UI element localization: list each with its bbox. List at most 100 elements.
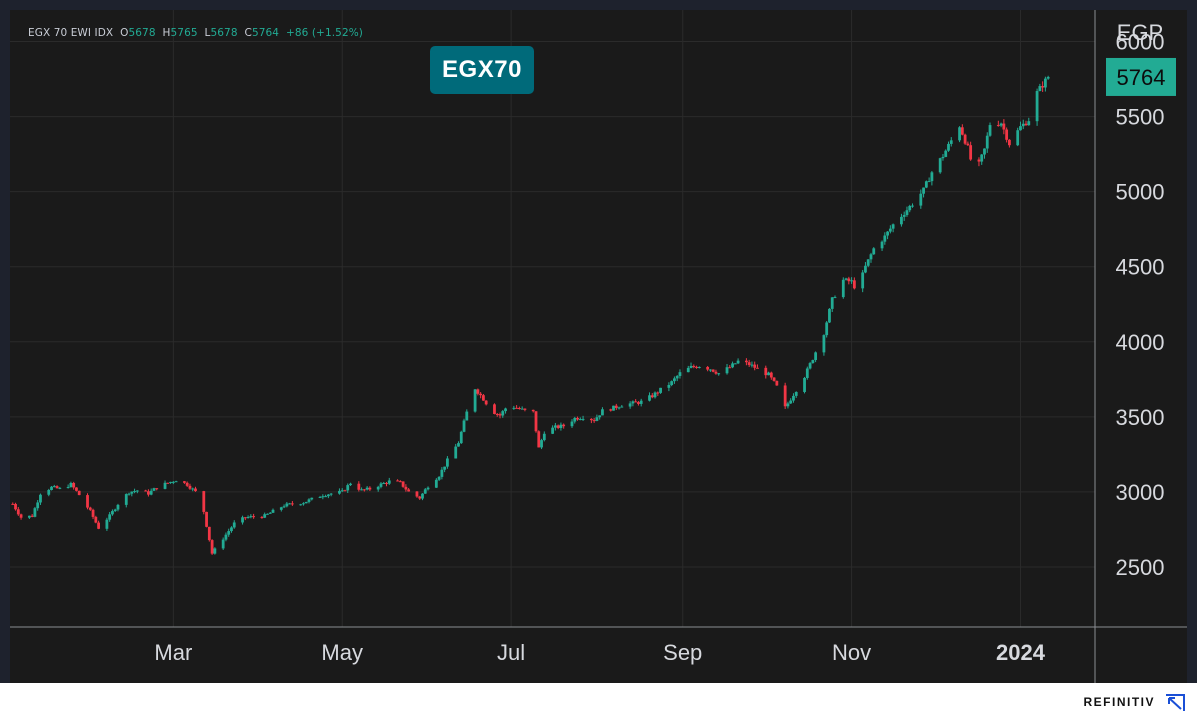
candle-up: [457, 443, 460, 447]
candle-down: [75, 487, 78, 491]
candle-up: [318, 496, 322, 498]
candle-up: [1019, 126, 1022, 131]
candle-up: [628, 403, 632, 407]
candle-up: [454, 446, 458, 459]
footer-bar: REFINITIV: [0, 683, 1197, 713]
candle-up: [733, 363, 737, 365]
candle-down: [94, 516, 98, 523]
candle-down: [756, 367, 759, 369]
candle-up: [880, 241, 884, 249]
low-label: L: [204, 27, 211, 39]
candle-up: [221, 539, 225, 549]
candle-up: [443, 466, 447, 470]
candle-up: [382, 482, 386, 484]
close-value: 5764: [251, 27, 280, 39]
candle-up: [725, 367, 729, 374]
open-value: 5678: [128, 27, 156, 39]
candle-up: [686, 367, 690, 373]
candle-down: [362, 489, 366, 491]
candle-up: [271, 509, 275, 513]
candle-up: [794, 391, 798, 396]
candle-down: [210, 540, 214, 554]
candle-up: [930, 172, 934, 182]
candle-up: [227, 531, 231, 535]
x-tick-label: 2024: [996, 640, 1046, 665]
candle-down: [969, 145, 973, 160]
high-label: H: [162, 27, 171, 39]
candle-down: [592, 420, 596, 422]
candle-up: [540, 440, 543, 448]
candle-down: [55, 486, 59, 489]
candle-up: [814, 352, 818, 361]
candle-down: [531, 409, 535, 412]
candle-up: [501, 411, 505, 416]
candle-up: [612, 405, 615, 411]
candle-down: [576, 417, 579, 420]
candle-down: [97, 522, 100, 529]
candle-up: [924, 181, 928, 188]
candle-up: [559, 424, 563, 428]
candle-down: [1002, 123, 1006, 130]
candle-down: [243, 517, 247, 519]
candle-up: [426, 487, 430, 490]
candle-down: [252, 516, 256, 518]
candle-down: [764, 367, 768, 376]
candle-up: [581, 418, 585, 420]
candle-up: [822, 335, 826, 353]
candle-up: [553, 425, 557, 428]
candle-down: [484, 400, 488, 405]
candle-up: [423, 489, 427, 494]
currency-label: EGP: [1117, 20, 1163, 45]
candle-up: [617, 407, 621, 409]
y-tick-label: 3500: [1116, 405, 1165, 430]
candle-up: [152, 488, 156, 491]
x-tick-label: May: [321, 640, 363, 665]
candle-up: [601, 409, 604, 416]
candle-down: [368, 487, 372, 490]
candle-down: [745, 360, 748, 363]
x-tick-label: Mar: [154, 640, 192, 665]
candle-up: [844, 278, 848, 280]
candle-up: [473, 389, 477, 412]
candle-up: [750, 364, 754, 366]
candle-up: [598, 415, 602, 418]
x-tick-label: Nov: [832, 640, 871, 665]
candle-up: [302, 503, 305, 505]
candle-up: [808, 363, 812, 369]
candle-up: [163, 482, 167, 489]
candle-up: [50, 486, 53, 491]
candle-up: [999, 123, 1003, 126]
candle-down: [19, 514, 23, 518]
candle-up: [872, 248, 876, 255]
candle-up: [321, 496, 325, 498]
candle-up: [446, 458, 449, 467]
candle-up: [908, 205, 912, 211]
candle-up: [620, 406, 624, 408]
candle-up: [697, 366, 701, 368]
low-value: 5678: [210, 27, 238, 39]
candlestick-chart[interactable]: 2500 3000 3500 4000 4500 5000 5500 6000 Mar May Ju…: [10, 10, 1187, 683]
candle-up: [805, 368, 809, 378]
ohlc-legend: EGX 70 EWI IDX O5678 H5765 L5678 C5764 +…: [28, 27, 363, 39]
candle-up: [130, 491, 134, 494]
candle-up: [667, 385, 671, 388]
candle-down: [185, 482, 189, 486]
candle-up: [883, 235, 887, 242]
candle-down: [385, 482, 388, 484]
candle-down: [1008, 139, 1011, 146]
candle-down: [14, 503, 17, 510]
candle-up: [792, 395, 795, 401]
candle-up: [905, 210, 909, 215]
candle-up: [891, 224, 895, 229]
candle-down: [77, 490, 81, 496]
candle-down: [728, 367, 732, 369]
candle-down: [343, 490, 347, 492]
candle-down: [11, 503, 15, 505]
candle-down: [16, 509, 20, 515]
candle-up: [288, 503, 292, 505]
candle-up: [329, 493, 333, 495]
candle-up: [285, 503, 289, 507]
candle-down: [91, 509, 95, 517]
candle-up: [191, 488, 195, 490]
candle-up: [980, 154, 984, 162]
